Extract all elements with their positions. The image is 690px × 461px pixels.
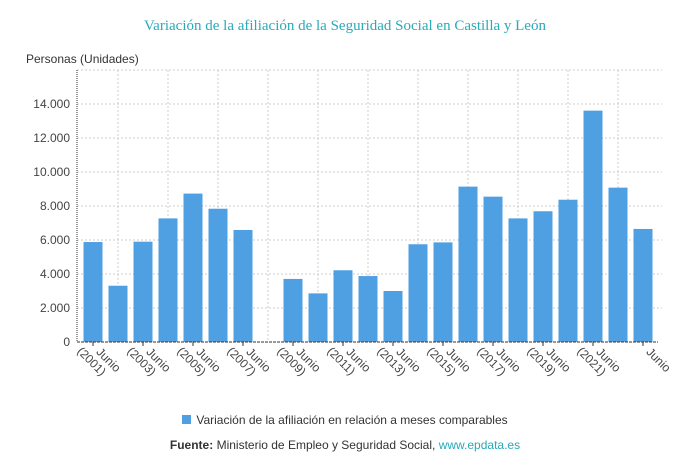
source-label: Fuente: — [169, 438, 214, 452]
bar — [458, 186, 478, 342]
bar — [308, 293, 328, 342]
bar — [108, 285, 128, 342]
y-tick-label: 14.000 — [33, 97, 70, 111]
bar — [483, 196, 503, 342]
bar-chart: 0 2.000 4.000 6.000 8.000 10.000 12.000 14.000 J… — [33, 69, 674, 379]
legend-swatch — [182, 415, 192, 424]
bar — [408, 244, 428, 342]
source-link[interactable]: www.epdata.es — [438, 438, 521, 452]
y-tick-label: 8.000 — [40, 199, 70, 213]
bar — [533, 211, 553, 342]
legend-label: Variación de la afiliación en relación a… — [196, 413, 508, 427]
y-tick-label: 4.000 — [40, 267, 70, 281]
y-tick-label: 12.000 — [33, 131, 70, 145]
bar — [383, 291, 403, 342]
legend[interactable]: Variación de la afiliación en relación a… — [0, 413, 690, 427]
bar — [158, 218, 178, 342]
y-tick-label: 6.000 — [40, 233, 70, 247]
y-tick-label: 2.000 — [40, 301, 70, 315]
y-axis-label: Personas (Unidades) — [26, 52, 139, 66]
bar — [558, 199, 578, 342]
bar — [333, 270, 353, 342]
bar — [583, 110, 603, 342]
bar — [208, 208, 228, 342]
bar — [233, 229, 253, 342]
y-tick-label: 10.000 — [33, 165, 70, 179]
bar — [358, 276, 378, 342]
source-text: Ministerio de Empleo y Seguridad Social, — [216, 438, 436, 452]
bar — [133, 241, 153, 342]
bar — [608, 187, 628, 342]
bar — [433, 242, 453, 342]
y-tick-label: 0 — [63, 335, 70, 349]
bar — [283, 278, 303, 342]
source-line: Fuente: Ministerio de Empleo y Seguridad… — [0, 438, 690, 452]
x-tick-label-line: Junio — [643, 345, 673, 375]
bar — [508, 218, 528, 342]
x-tick-label: Junio — [643, 345, 673, 375]
bar — [183, 193, 203, 342]
bar — [633, 228, 653, 342]
chart-title: Variación de la afiliación de la Segurid… — [144, 18, 546, 34]
bar — [83, 242, 103, 342]
